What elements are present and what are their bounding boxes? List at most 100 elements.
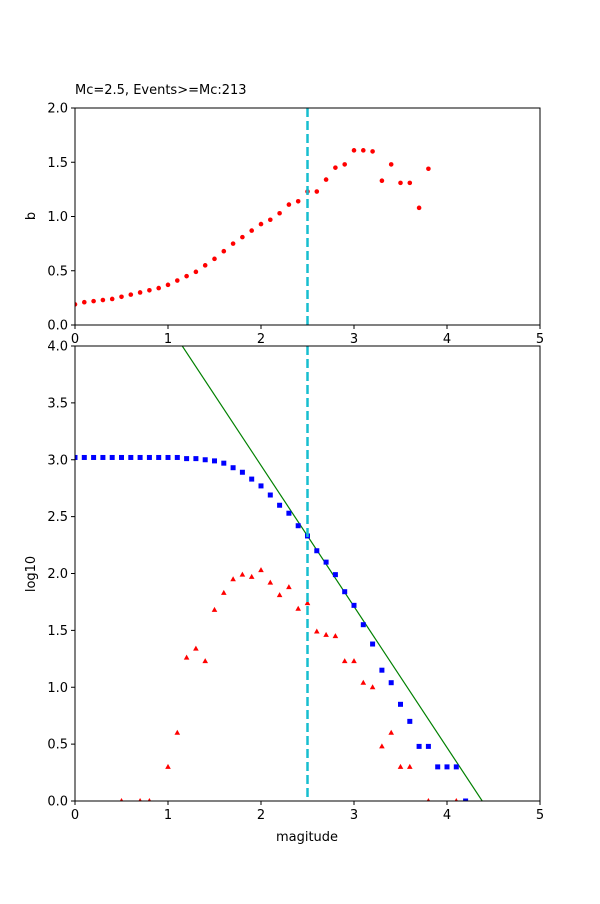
bottom-square-point xyxy=(137,454,143,460)
bottom-square-point xyxy=(435,764,441,770)
top-point xyxy=(184,273,189,279)
bottom-square-point xyxy=(351,602,357,608)
bottom-triangle-point xyxy=(454,798,458,801)
bottom-triangle-point xyxy=(276,592,283,598)
bottom-triangle-point xyxy=(258,567,264,573)
bottom-y-tick-label: 3.5 xyxy=(47,396,68,411)
bottom-triangle-point xyxy=(314,628,320,634)
bottom-square-point xyxy=(81,454,87,460)
bottom-x-tick-label: 4 xyxy=(443,808,451,823)
top-point xyxy=(407,180,413,186)
bottom-square-point xyxy=(184,456,190,462)
bottom-square-point xyxy=(156,454,162,460)
bottom-square-point xyxy=(100,454,106,460)
bottom-y-tick-label: 2.0 xyxy=(47,567,68,582)
bottom-triangle-point xyxy=(267,579,274,585)
top-point xyxy=(286,202,292,207)
bottom-square-point xyxy=(379,667,385,673)
bottom-triangle-point xyxy=(221,589,227,595)
bottom-triangle-point xyxy=(407,763,413,769)
bottom-triangle-point xyxy=(165,763,171,769)
top-point xyxy=(109,296,115,302)
top-point xyxy=(156,285,161,291)
top-axes: 0 1 2 3 4 5 0.0 0.5 1.0 1.5 2.0 xyxy=(47,102,544,348)
bottom-triangle-point xyxy=(248,573,255,579)
top-y-tick-label: 2.0 xyxy=(47,102,68,117)
top-point xyxy=(361,148,366,153)
top-y-tick-label: 0.0 xyxy=(47,319,68,334)
bottom-triangle-point xyxy=(304,600,311,606)
bottom-y-tick-label: 1.5 xyxy=(47,624,68,639)
top-x-tick-label: 5 xyxy=(536,332,544,347)
bottom-y-tick-label: 4.0 xyxy=(47,340,68,355)
bottom-triangle-point xyxy=(379,743,385,749)
bottom-square-point xyxy=(453,764,459,770)
bottom-triangle-point xyxy=(351,658,357,664)
bottom-square-point xyxy=(165,454,171,460)
bottom-square-point xyxy=(258,483,264,489)
top-point xyxy=(175,278,180,283)
bottom-square-point xyxy=(388,680,394,686)
top-plot-area xyxy=(75,108,431,325)
top-point xyxy=(342,162,348,167)
bottom-triangle-point xyxy=(230,576,236,582)
bottom-square-point xyxy=(221,460,227,466)
top-point xyxy=(295,199,301,204)
bottom-triangle-point xyxy=(211,606,218,612)
top-point xyxy=(119,294,124,300)
bottom-triangle-point xyxy=(174,729,181,735)
top-point xyxy=(165,282,171,288)
top-y-tick-label: 1.0 xyxy=(47,210,68,225)
bottom-triangle-point xyxy=(426,798,431,801)
top-point xyxy=(249,228,254,233)
bottom-square-point xyxy=(277,502,283,508)
bottom-x-tick-label: 3 xyxy=(350,808,358,823)
top-point xyxy=(147,287,152,293)
top-point xyxy=(82,299,87,305)
top-x-tick-label: 2 xyxy=(257,332,265,347)
top-y-tick-label: 1.5 xyxy=(47,156,68,171)
top-point xyxy=(193,269,199,275)
bottom-square-point xyxy=(286,510,292,516)
bottom-x-tick-label: 1 xyxy=(164,808,172,823)
top-y-tick-label: 0.5 xyxy=(47,264,68,279)
top-point xyxy=(333,165,338,170)
bottom-triangle-point xyxy=(183,654,190,660)
bottom-square-point xyxy=(174,454,180,460)
top-point xyxy=(268,217,273,223)
bottom-y-label: log10 xyxy=(24,556,39,592)
top-point xyxy=(314,189,320,194)
bottom-square-point xyxy=(202,457,208,463)
top-x-tick-label: 0 xyxy=(71,332,79,347)
top-point xyxy=(137,290,143,295)
bottom-y-tick-label: 3.0 xyxy=(47,453,68,468)
top-y-label: b xyxy=(24,212,39,220)
bottom-square-point xyxy=(398,701,403,707)
bottom-square-point xyxy=(91,454,97,460)
bottom-triangle-point xyxy=(388,729,394,735)
bottom-triangle-point xyxy=(138,798,142,801)
bottom-triangle-point xyxy=(239,571,246,577)
top-point xyxy=(416,205,422,211)
bottom-square-point xyxy=(75,454,78,460)
bottom-triangle-point xyxy=(332,633,339,639)
top-point xyxy=(370,149,375,154)
bottom-square-point xyxy=(146,454,152,460)
bottom-square-point xyxy=(360,622,366,628)
bottom-square-point xyxy=(212,458,217,464)
bottom-square-point xyxy=(267,492,273,498)
top-point xyxy=(128,292,134,297)
bottom-triangle-point xyxy=(323,631,329,637)
top-point xyxy=(75,302,78,307)
bottom-square-point xyxy=(109,454,115,460)
bottom-square-point xyxy=(119,454,124,460)
top-x-tick-label: 4 xyxy=(443,332,451,347)
bottom-triangle-point xyxy=(147,798,152,801)
bottom-square-point xyxy=(128,454,134,460)
top-point xyxy=(388,162,394,167)
top-point xyxy=(230,241,236,246)
bottom-square-point xyxy=(342,589,348,595)
top-point xyxy=(398,180,403,186)
top-x-tick-label: 3 xyxy=(350,332,358,347)
bottom-triangle-point xyxy=(397,763,404,769)
